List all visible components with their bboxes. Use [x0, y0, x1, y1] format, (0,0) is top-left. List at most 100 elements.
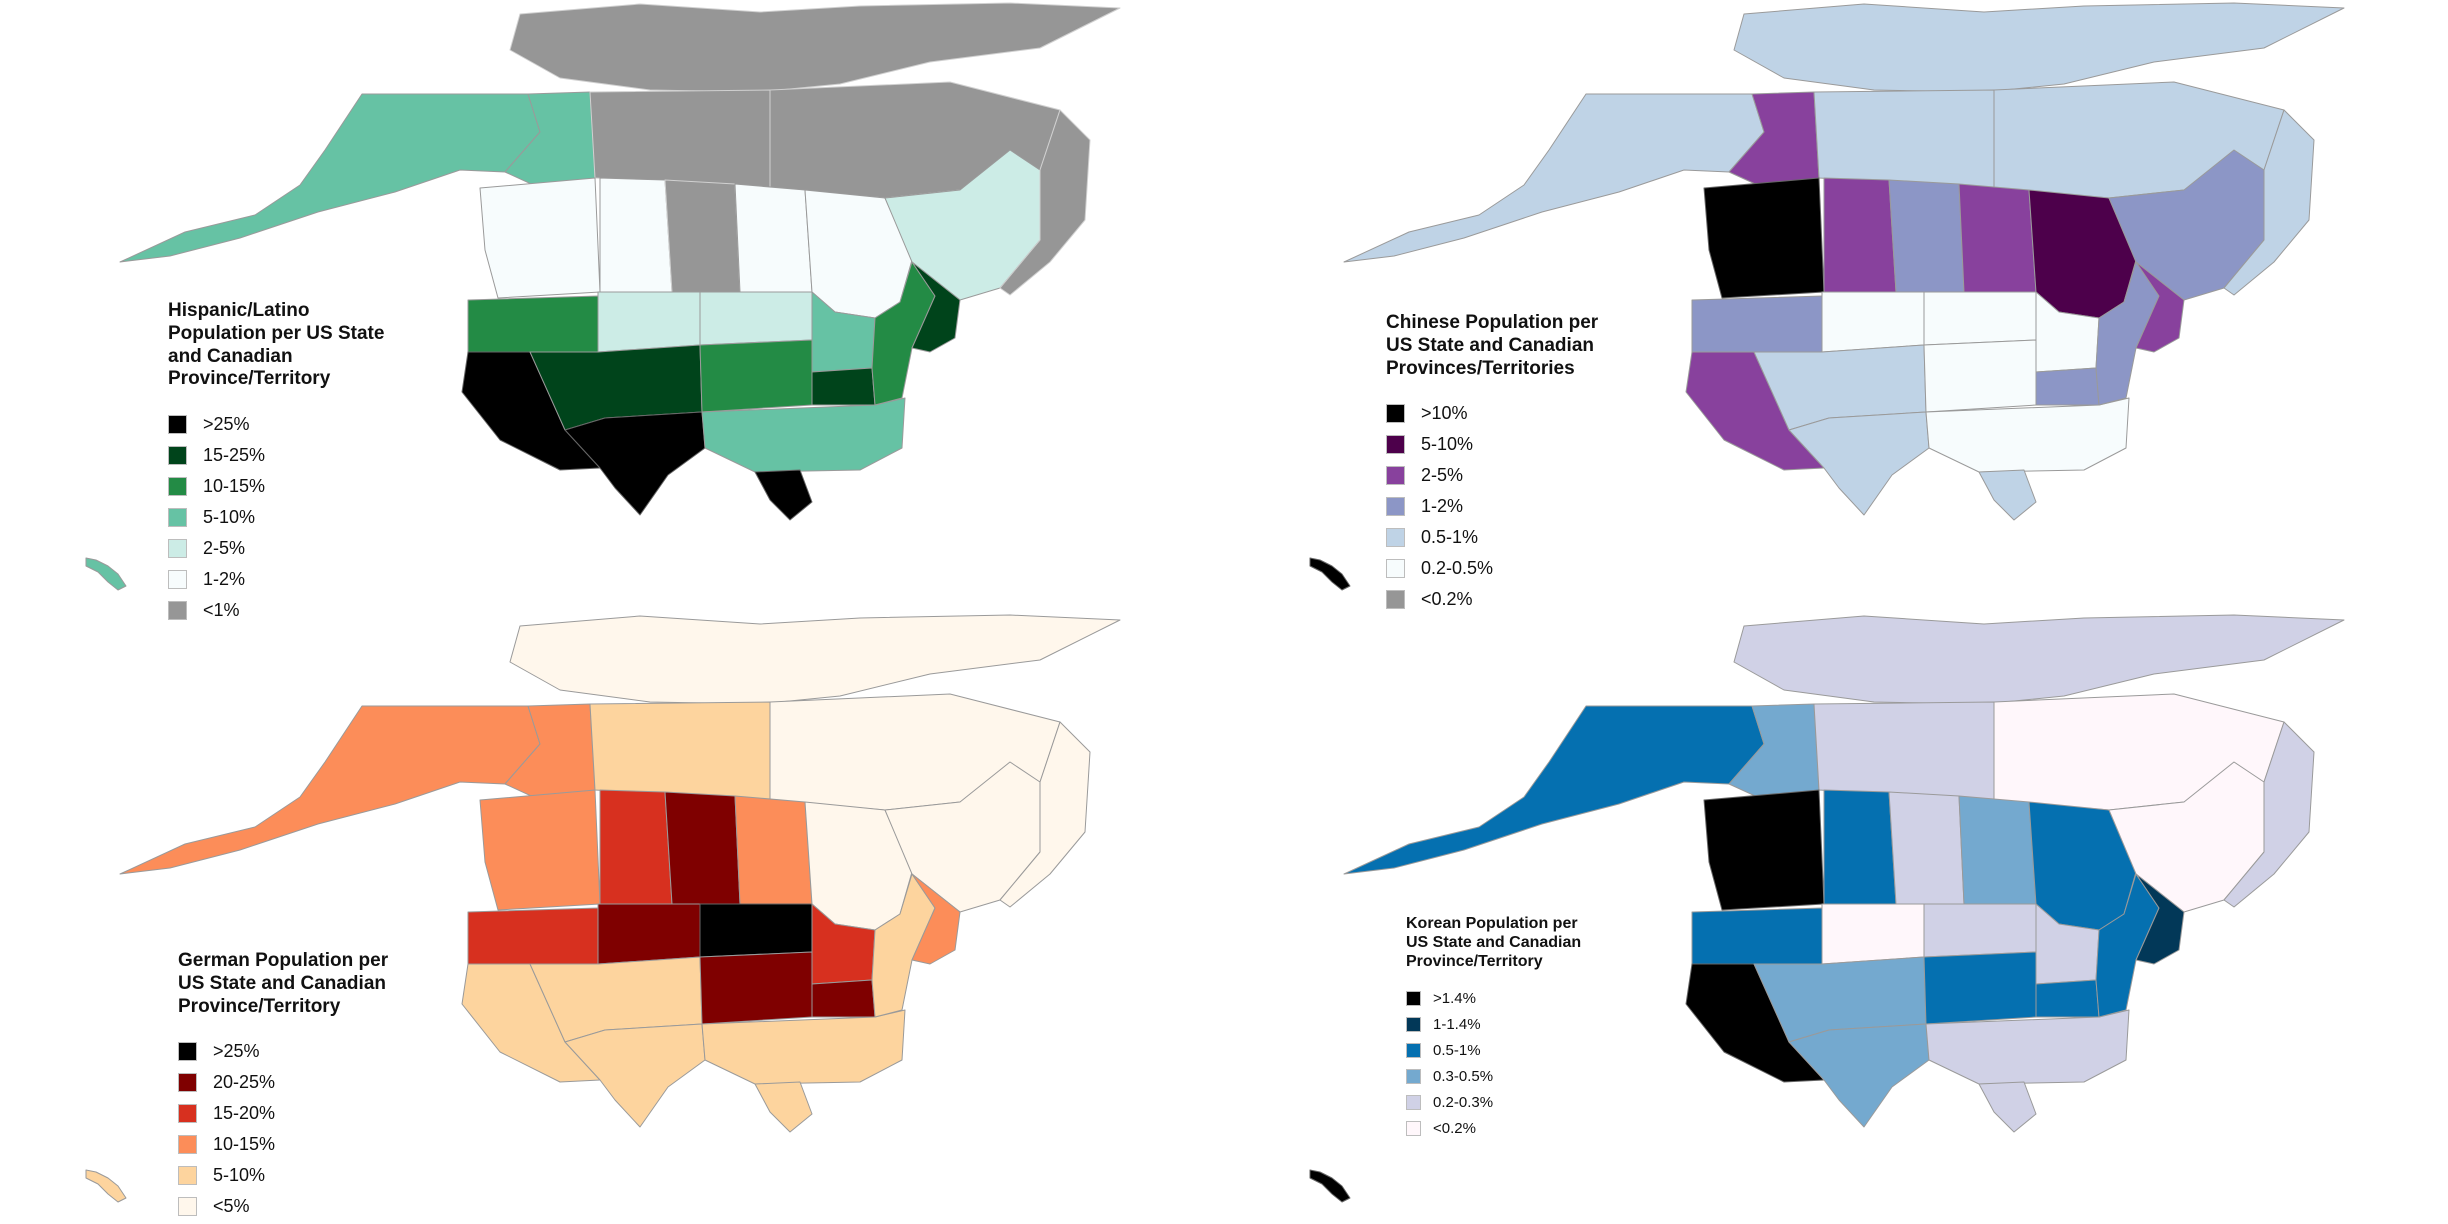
region-manitoba	[734, 795, 813, 905]
region-alaska	[1343, 93, 1765, 263]
legend-swatch	[1406, 1069, 1421, 1085]
region-texas	[1788, 1023, 1930, 1128]
region-nwt	[589, 89, 771, 189]
legend-swatch	[1386, 435, 1405, 455]
legend-items: >10% 5-10% 2-5% 1-2% 0.5-1% 0.2-0.5% <0.2%	[1386, 398, 1598, 615]
legend-label: >25%	[213, 1041, 260, 1062]
legend-label: 20-25%	[213, 1072, 276, 1093]
legend-item: 0.5-1%	[1406, 1038, 1581, 1064]
legend-item: 10-15%	[168, 471, 384, 502]
region-alaska	[1343, 705, 1765, 875]
legend-swatch	[178, 1197, 197, 1217]
region-plains_c	[1923, 951, 2037, 1025]
legend-item: 5-10%	[168, 502, 384, 533]
region-plains_c	[1923, 339, 2037, 413]
legend-title: Chinese Population per US State and Cana…	[1386, 312, 1599, 379]
legend-items: >25% 15-25% 10-15% 5-10% 2-5% 1-2% <1%	[168, 409, 384, 626]
region-florida	[754, 469, 813, 521]
legend-label: 0.3-0.5%	[1433, 1068, 1494, 1086]
region-mountain_n	[597, 291, 701, 353]
legend-label: 2-5%	[203, 538, 246, 559]
region-ny_nj	[911, 873, 961, 965]
region-illinois	[811, 979, 876, 1018]
region-ny_nj	[2135, 261, 2185, 353]
legend-item: 5-10%	[1386, 429, 1598, 460]
region-atlantic	[2223, 721, 2315, 908]
legend-item: 1-2%	[168, 564, 384, 595]
legend-item: >10%	[1386, 398, 1598, 429]
legend-item: >25%	[168, 409, 384, 440]
legend-label: >1.4%	[1433, 990, 1476, 1008]
region-atlantic	[999, 109, 1091, 296]
legend-label: <1%	[203, 600, 240, 621]
legend-swatch	[1406, 1121, 1421, 1137]
legend-swatch	[168, 446, 187, 466]
legend-swatch	[178, 1104, 197, 1124]
legend-label: 15-20%	[213, 1103, 276, 1124]
legend-item: 0.5-1%	[1386, 522, 1598, 553]
region-alberta	[1823, 789, 1897, 905]
legend-swatch	[168, 477, 187, 497]
region-plains_n	[1923, 291, 2037, 346]
legend-label: 0.2-0.5%	[1421, 558, 1494, 579]
legend-swatch	[178, 1042, 197, 1062]
choropleth-map-chinese	[1309, 2, 2345, 591]
legend-label: <0.2%	[1421, 589, 1473, 610]
region-bc	[1703, 789, 1825, 911]
region-hawaii	[1309, 1169, 1351, 1203]
region-nwt	[589, 701, 771, 801]
legend-chinese: Chinese Population per US State and Cana…	[1386, 312, 1598, 615]
region-florida	[1978, 1081, 2037, 1133]
legend-swatch	[168, 570, 187, 590]
region-plains_c	[699, 951, 813, 1025]
legend-label: <5%	[213, 1196, 250, 1217]
region-arctic	[509, 2, 1121, 93]
region-florida	[754, 1081, 813, 1133]
region-pacific_nw	[467, 907, 599, 965]
region-hawaii	[85, 557, 127, 591]
legend-item: 15-25%	[168, 440, 384, 471]
legend-swatch	[1406, 1017, 1421, 1033]
legend-swatch	[1386, 528, 1405, 548]
region-nwt	[1813, 701, 1995, 801]
legend-items: >25% 20-25% 15-20% 10-15% 5-10% <5%	[178, 1036, 388, 1222]
region-manitoba	[734, 183, 813, 293]
region-alaska	[119, 705, 541, 875]
legend-label: >10%	[1421, 403, 1468, 424]
legend-item: 1-2%	[1386, 491, 1598, 522]
map-panel-german: German Population per US State and Canad…	[0, 612, 1224, 1224]
legend-swatch	[1386, 590, 1405, 610]
legend-swatch	[1386, 404, 1405, 424]
region-hawaii	[1309, 557, 1351, 591]
legend-label: 0.5-1%	[1421, 527, 1479, 548]
choropleth-map-german	[85, 614, 1121, 1203]
region-plains_n	[699, 291, 813, 346]
region-texas	[1788, 411, 1930, 516]
legend-item: >1.4%	[1406, 986, 1581, 1012]
legend-item: >25%	[178, 1036, 388, 1067]
region-sask	[1888, 791, 1965, 905]
legend-label: 1-1.4%	[1433, 1016, 1481, 1034]
legend-swatch	[168, 539, 187, 559]
legend-item: 2-5%	[168, 533, 384, 564]
legend-label: 0.5-1%	[1433, 1042, 1481, 1060]
legend-hispanic: Hispanic/Latino Population per US State …	[168, 300, 384, 626]
region-pacific_nw	[467, 295, 599, 353]
region-mountain_n	[597, 903, 701, 965]
legend-label: 10-15%	[203, 476, 266, 497]
legend-title: Hispanic/Latino Population per US State …	[168, 300, 385, 390]
region-illinois	[2035, 979, 2100, 1018]
region-alaska	[119, 93, 541, 263]
legend-item: 2-5%	[1386, 460, 1598, 491]
legend-item: 0.2-0.5%	[1386, 553, 1598, 584]
legend-swatch	[1406, 991, 1421, 1007]
region-manitoba	[1958, 183, 2037, 293]
legend-label: 5-10%	[1421, 434, 1474, 455]
region-illinois	[2035, 367, 2100, 406]
legend-swatch	[1386, 497, 1405, 517]
legend-item: <0.2%	[1406, 1116, 1581, 1142]
legend-label: 5-10%	[203, 507, 256, 528]
legend-swatch	[178, 1073, 197, 1093]
legend-korean: Korean Population per US State and Canad…	[1406, 914, 1581, 1142]
map-panel-korean: Korean Population per US State and Canad…	[1224, 612, 2448, 1224]
